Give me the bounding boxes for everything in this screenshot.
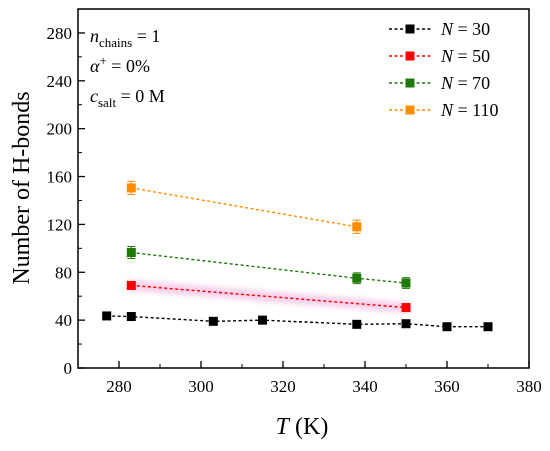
- plot-frame: [77, 8, 530, 369]
- x-tick-label: 380: [516, 377, 542, 396]
- x-tick-label: 320: [270, 377, 296, 396]
- data-point: [401, 319, 411, 329]
- annotation: nchains = 1: [90, 26, 160, 50]
- annotation-subscript: chains: [99, 35, 132, 50]
- annotation-symbol: α: [90, 56, 100, 76]
- y-tick-label: 40: [55, 311, 72, 330]
- series-layer: [102, 180, 493, 332]
- x-tick-label: 280: [106, 377, 132, 396]
- data-point: [442, 322, 452, 332]
- data-point: [126, 280, 136, 290]
- y-tick-label: 0: [64, 359, 73, 378]
- legend: N = 30N = 50N = 70N = 110: [389, 19, 499, 120]
- annotation-value: = 0 M: [116, 86, 165, 106]
- annotation-superscript: +: [99, 53, 106, 68]
- legend-label-symbol: N: [440, 73, 454, 93]
- y-tick-label: 200: [47, 120, 73, 139]
- legend-swatch-marker: [405, 51, 415, 61]
- x-tick-label: 300: [188, 377, 214, 396]
- series-line: [131, 284, 407, 309]
- x-tick-label: 360: [434, 377, 460, 396]
- legend-label: N = 70: [440, 73, 490, 93]
- data-point: [483, 322, 493, 332]
- legend-label-value: = 70: [453, 73, 490, 93]
- legend-label: N = 50: [440, 46, 490, 66]
- legend-label: N = 110: [440, 100, 499, 120]
- legend-label-value: = 110: [453, 100, 498, 120]
- annotation-symbol: c: [90, 86, 98, 106]
- data-point: [352, 273, 362, 283]
- legend-swatch-marker: [405, 24, 415, 34]
- data-point: [401, 303, 411, 313]
- series-line: [131, 187, 357, 228]
- legend-swatch-marker: [405, 105, 415, 115]
- data-point: [352, 222, 362, 232]
- legend-label-value: = 30: [453, 19, 490, 39]
- x-axis-title: T (K): [276, 414, 329, 440]
- data-point: [126, 248, 136, 258]
- legend-label-symbol: N: [440, 19, 454, 39]
- y-tick-label: 80: [55, 263, 72, 282]
- y-tick-label: 240: [47, 72, 73, 91]
- annotation-value: = 1: [132, 26, 160, 46]
- data-point: [102, 311, 112, 321]
- data-point: [401, 278, 411, 288]
- y-tick-label: 120: [47, 215, 73, 234]
- data-point: [208, 316, 218, 326]
- legend-label-value: = 50: [453, 46, 490, 66]
- y-tick-label: 280: [47, 24, 73, 43]
- legend-swatch-marker: [405, 78, 415, 88]
- legend-label: N = 30: [440, 19, 490, 39]
- data-point: [352, 319, 362, 329]
- annotation-subscript: salt: [98, 95, 116, 110]
- legend-label-symbol: N: [440, 46, 454, 66]
- x-axis-unit: (K): [295, 414, 328, 440]
- data-point: [258, 315, 267, 325]
- annotation-symbol: n: [90, 26, 99, 46]
- ticks-layer: 280 300 320 340 360 380 0 40 80 120 160 200 240 280: [47, 24, 542, 396]
- series-line: [131, 251, 407, 284]
- y-axis-title: Number of H-bonds: [9, 91, 35, 284]
- data-point: [126, 183, 136, 193]
- data-point: [126, 312, 136, 322]
- annotations: nchains = 1 α+ = 0% csalt = 0 M: [90, 26, 165, 110]
- annotation: csalt = 0 M: [90, 86, 165, 110]
- series-line: [106, 315, 488, 328]
- y-tick-label: 160: [47, 168, 73, 187]
- x-tick-label: 340: [352, 377, 378, 396]
- annotation-value: = 0%: [107, 56, 150, 76]
- annotation: α+ = 0%: [90, 53, 150, 76]
- x-axis-symbol: T: [276, 414, 291, 440]
- legend-label-symbol: N: [440, 100, 454, 120]
